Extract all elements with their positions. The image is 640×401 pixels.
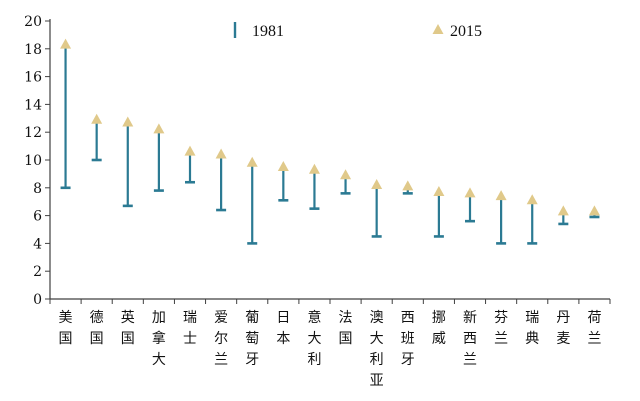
x-tick-label: 芬兰	[494, 310, 508, 347]
y-tick-label: 16	[24, 70, 42, 86]
y-tick-label: 14	[24, 97, 42, 113]
x-tick-label: 德国	[90, 310, 104, 347]
y-tick-label: 18	[24, 42, 42, 58]
point-2015	[433, 185, 445, 196]
y-tick-label: 0	[33, 292, 42, 308]
y-tick-label: 8	[33, 181, 42, 197]
point-2015	[60, 38, 72, 49]
legend-label-2015: 2015	[450, 23, 482, 40]
x-tick-label: 西班牙	[401, 310, 415, 368]
point-2015	[588, 205, 600, 216]
legend-marker-2015	[432, 24, 444, 34]
point-2015	[122, 116, 134, 127]
y-tick-label: 12	[24, 125, 42, 141]
x-tick-label: 新西兰	[463, 310, 477, 368]
point-2015	[215, 148, 227, 159]
point-2015	[402, 180, 414, 191]
point-2015	[246, 156, 258, 167]
point-2015	[526, 194, 538, 205]
point-2015	[464, 187, 476, 198]
point-2015	[557, 205, 569, 216]
point-2015	[184, 145, 196, 156]
x-tick-label: 丹麦	[556, 310, 570, 347]
point-2015	[371, 179, 383, 190]
x-tick-label: 法国	[339, 310, 353, 347]
x-tick-label: 英国	[121, 309, 135, 347]
point-2015	[91, 113, 103, 124]
y-tick-label: 2	[33, 264, 42, 280]
legend: 1981 2015	[233, 22, 482, 40]
y-tick-label: 6	[33, 209, 42, 225]
point-2015	[308, 163, 320, 174]
x-tick-label: 加拿大	[152, 310, 166, 368]
x-tick-label: 荷兰	[587, 310, 601, 347]
point-2015	[277, 160, 289, 171]
y-tick-label: 4	[33, 236, 42, 252]
x-tick-label: 挪威	[432, 310, 446, 347]
x-tick-label: 澳大利亚	[370, 310, 384, 389]
point-2015	[153, 123, 165, 134]
legend-label-1981: 1981	[252, 23, 284, 40]
x-tick-label: 瑞典	[525, 310, 539, 347]
y-tick-label: 20	[24, 14, 42, 30]
x-tick-label: 爱尔兰	[214, 310, 228, 368]
chart-marks	[60, 38, 600, 245]
x-tick-label: 美国	[59, 310, 73, 347]
x-tick-label: 意大利	[307, 309, 321, 368]
point-2015	[340, 169, 352, 180]
x-tick-label: 日本	[276, 310, 290, 347]
x-tick-label: 瑞士	[183, 310, 197, 347]
point-2015	[495, 190, 507, 201]
x-tick-label: 葡萄牙	[245, 310, 259, 368]
y-tick-label: 10	[24, 153, 42, 169]
